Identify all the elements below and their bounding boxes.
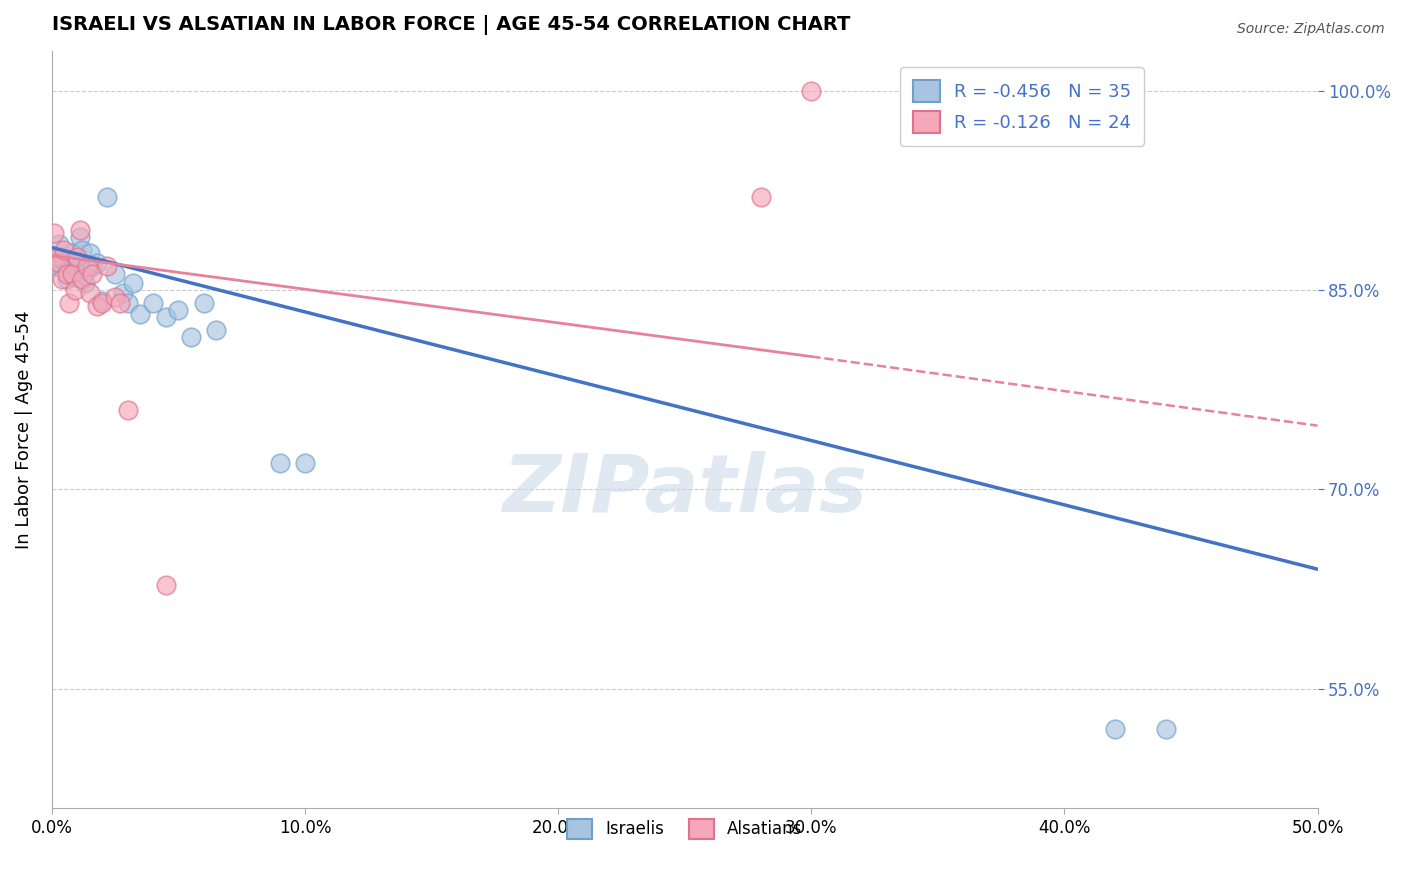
Point [66,253,89,268]
Point [294,456,316,470]
Point [901,84,924,98]
Point [58,263,80,277]
Point [69,230,91,244]
Y-axis label: In Labor Force | Age 45-54: In Labor Force | Age 45-54 [15,310,32,549]
Point [73,277,96,291]
Text: ISRAELI VS ALSATIAN IN LABOR FORCE | AGE 45-54 CORRELATION CHART: ISRAELI VS ALSATIAN IN LABOR FORCE | AGE… [52,15,851,35]
Point [76,259,98,273]
Point [69,223,91,237]
Point [82,259,104,273]
Point [53,243,76,257]
Point [82,267,104,281]
Point [44,226,66,240]
Point [63,269,86,284]
Point [129,307,152,321]
Point [155,578,177,592]
Point [45,259,67,273]
Point [79,245,101,260]
Point [66,250,89,264]
Point [48,256,70,270]
Point [96,259,118,273]
Point [45,250,67,264]
Point [111,285,134,300]
Point [167,303,190,318]
Point [117,402,139,417]
Point [142,296,165,310]
Point [79,285,101,300]
Point [180,329,202,343]
Point [91,296,114,310]
Point [86,256,108,270]
Point [56,272,79,286]
Point [1104,722,1126,736]
Point [58,296,80,310]
Point [121,277,143,291]
Point [56,267,79,281]
Point [749,190,772,204]
Text: Source: ZipAtlas.com: Source: ZipAtlas.com [1237,22,1385,37]
Point [70,243,93,257]
Point [108,296,131,310]
Point [104,267,127,281]
Legend: Israelis, Alsatians: Israelis, Alsatians [560,812,810,846]
Point [51,272,73,286]
Point [48,236,70,251]
Point [70,272,93,286]
Point [1154,722,1177,736]
Point [60,267,83,281]
Point [86,299,108,313]
Point [269,456,291,470]
Point [91,293,114,308]
Point [155,310,177,324]
Point [117,296,139,310]
Point [44,256,66,270]
Point [51,250,73,264]
Point [60,245,83,260]
Point [800,84,823,98]
Point [104,290,127,304]
Text: ZIPatlas: ZIPatlas [502,451,868,529]
Point [53,253,76,268]
Point [96,190,118,204]
Point [205,323,228,337]
Point [76,263,98,277]
Point [63,283,86,297]
Point [193,296,215,310]
